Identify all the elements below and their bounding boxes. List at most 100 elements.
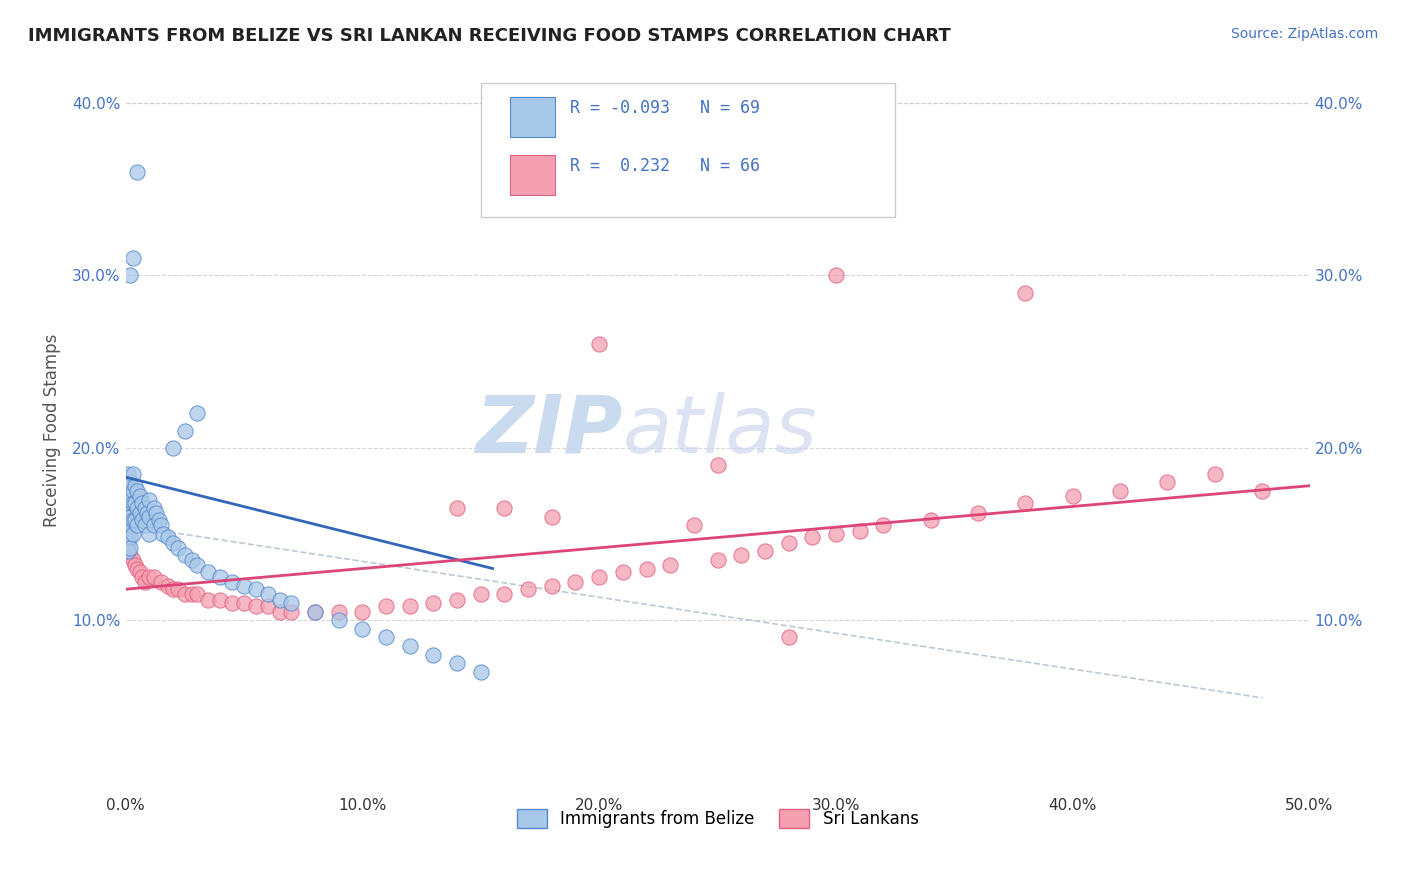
Point [778,631,800,645]
Point [135,506,157,520]
Point [120,268,142,283]
Point [120,548,142,562]
Point [131,570,153,584]
Point [1251,483,1274,498]
Point [470,587,492,601]
Point [166,582,188,597]
Point [121,251,143,265]
Text: IMMIGRANTS FROM BELIZE VS SRI LANKAN RECEIVING FOOD STAMPS CORRELATION CHART: IMMIGRANTS FROM BELIZE VS SRI LANKAN REC… [28,27,950,45]
Point [422,648,444,662]
Point [256,599,278,614]
Bar [510,97,555,137]
Point [280,605,302,619]
Point [117,527,139,541]
Point [117,483,139,498]
Point [825,268,848,283]
Text: atlas: atlas [623,392,818,469]
Point [186,406,208,420]
Point [245,582,267,597]
Point [186,558,208,572]
Point [920,513,942,527]
FancyBboxPatch shape [481,83,896,217]
Point [1156,475,1178,490]
Point [162,441,184,455]
Y-axis label: Receiving Food Stamps: Receiving Food Stamps [44,334,60,527]
Point [162,582,184,597]
Point [157,531,180,545]
Text: R = -0.093   N = 69: R = -0.093 N = 69 [569,99,759,118]
Bar [510,155,555,195]
Point [121,553,143,567]
Point [143,501,166,516]
Point [269,605,291,619]
Text: R =  0.232   N = 66: R = 0.232 N = 66 [569,157,759,176]
Point [117,467,139,481]
Point [180,553,202,567]
Point [967,506,990,520]
Point [121,496,143,510]
Point [801,531,824,545]
Point [706,458,728,472]
Point [269,592,291,607]
Point [304,605,326,619]
Point [446,501,468,516]
Point [134,518,156,533]
Point [134,575,156,590]
Point [825,527,848,541]
Point [131,513,153,527]
Point [138,492,160,507]
Point [117,535,139,549]
Point [588,337,610,351]
Point [209,570,232,584]
Point [127,483,149,498]
Point [636,561,658,575]
Point [1062,489,1084,503]
Point [304,605,326,619]
Point [127,518,149,533]
Point [375,631,398,645]
Point [197,565,219,579]
Point [127,561,149,575]
Point [150,575,173,590]
Point [152,527,174,541]
Point [470,665,492,679]
Point [352,622,374,636]
Point [120,492,142,507]
Point [124,496,146,510]
Legend: Immigrants from Belize, Sri Lankans: Immigrants from Belize, Sri Lankans [510,803,925,835]
Point [1014,285,1036,300]
Point [121,527,143,541]
Point [352,605,374,619]
Point [121,513,143,527]
Point [754,544,776,558]
Point [398,639,420,653]
Point [256,587,278,601]
Point [138,527,160,541]
Point [1014,496,1036,510]
Point [706,553,728,567]
Point [120,541,142,555]
Point [1204,467,1226,481]
Point [117,518,139,533]
Point [446,592,468,607]
Point [127,501,149,516]
Point [659,558,682,572]
Point [150,518,173,533]
Point [120,518,142,533]
Point [778,535,800,549]
Point [157,579,180,593]
Point [730,548,752,562]
Point [221,575,243,590]
Point [540,509,562,524]
Point [124,558,146,572]
Point [124,479,146,493]
Point [233,596,256,610]
Point [143,570,166,584]
Point [612,565,634,579]
Point [209,592,232,607]
Point [145,506,167,520]
Point [221,596,243,610]
Point [848,524,870,538]
Point [446,657,468,671]
Point [280,596,302,610]
